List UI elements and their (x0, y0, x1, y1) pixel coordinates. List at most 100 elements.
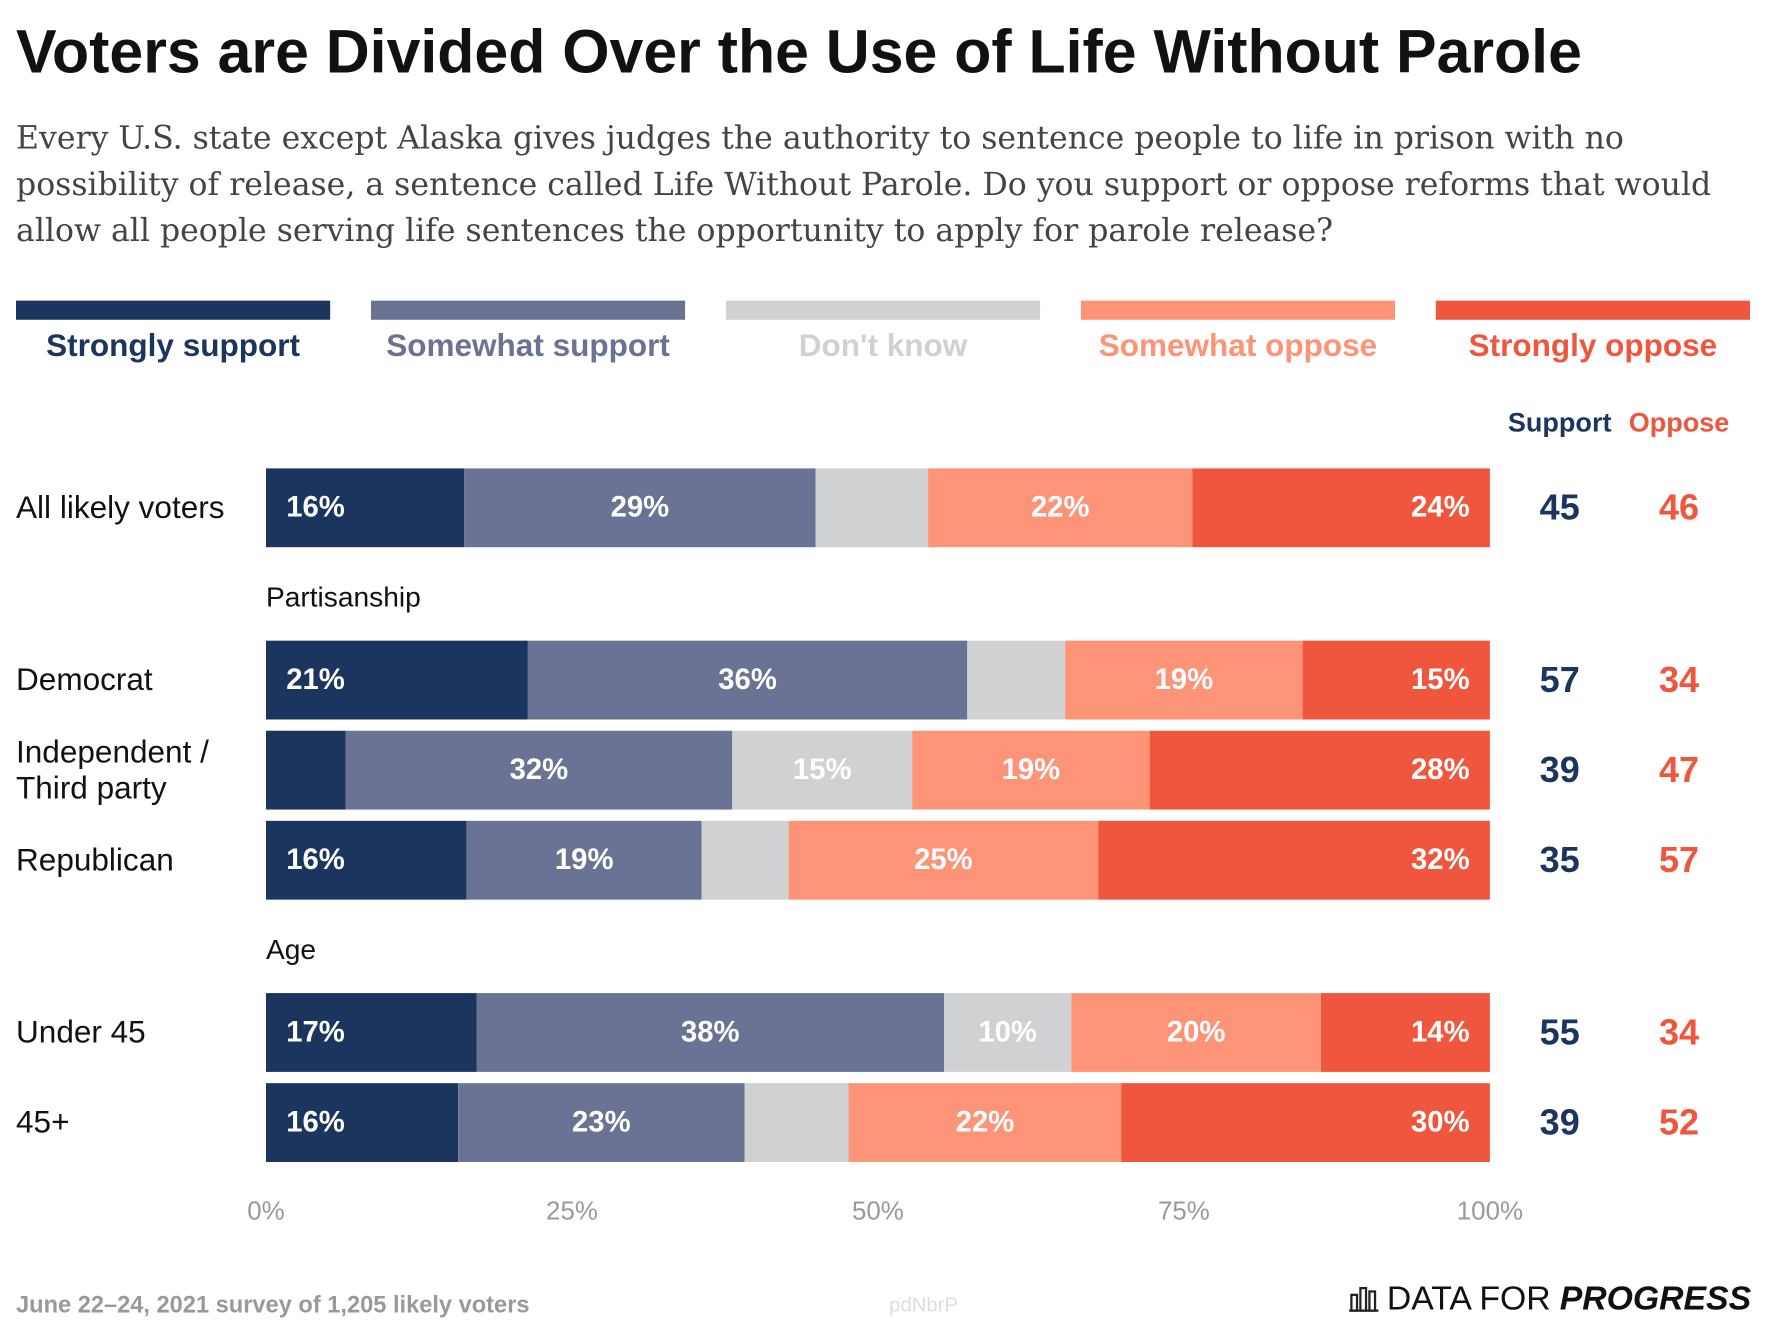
bar-segment (1320, 993, 1490, 1072)
x-tick-label: 50% (852, 1197, 904, 1225)
bar-segment (701, 820, 789, 900)
total-value: 45 (1540, 487, 1580, 528)
value-label: 17% (286, 1016, 345, 1048)
subtitle-box: Every U.S. state except Alaska gives jud… (16, 119, 1712, 249)
value-label: 16% (286, 844, 345, 876)
value-label: 30% (1411, 1106, 1470, 1138)
x-tick-label: 100% (1457, 1197, 1523, 1225)
value-label: 22% (1031, 492, 1090, 524)
category-box: Republican (16, 842, 174, 878)
bar-segment (788, 820, 1099, 900)
value-label: 36% (718, 664, 777, 696)
total-value: 57 (1540, 659, 1580, 700)
category-box: Under 45 (16, 1014, 146, 1050)
chart-title: Voters are Divided Over the Use of Life … (16, 17, 1582, 85)
value-label: 23% (572, 1106, 631, 1138)
bar-segment (1098, 820, 1490, 900)
total-value: 39 (1540, 749, 1580, 790)
value-label: 16% (286, 492, 345, 524)
total-value: 35 (1540, 839, 1580, 880)
total-value: 52 (1659, 1101, 1699, 1142)
value-label: 29% (611, 492, 670, 524)
category-label: All likely voters (16, 489, 225, 525)
logo-icon (1349, 1286, 1379, 1312)
value-label: 14% (1411, 1016, 1470, 1048)
legend-swatch (1435, 300, 1750, 320)
bar-segment (1302, 640, 1490, 720)
bar-segment (744, 1083, 849, 1162)
value-label: 38% (681, 1016, 740, 1048)
category-label: Democrat (16, 662, 153, 697)
x-tick: 25% (546, 1197, 598, 1225)
x-tick: 50% (852, 1197, 904, 1225)
legend-label: Strongly oppose (1469, 327, 1718, 363)
legend-label: Somewhat support (386, 327, 670, 363)
bar-segment (265, 730, 346, 810)
logo-part: DATA FOR (1387, 1279, 1551, 1317)
bar-segment (265, 468, 465, 548)
bar-segment (265, 820, 467, 900)
watermark: pdNbrP (889, 1294, 958, 1316)
category-label: Republican (16, 842, 174, 878)
bar-segment (265, 993, 477, 1072)
value-label: 28% (1411, 754, 1470, 786)
total-value: 34 (1659, 1011, 1699, 1052)
bar-segment (265, 1083, 459, 1162)
bar-segment (527, 640, 968, 720)
section-label: Age (266, 934, 316, 965)
x-tick: 75% (1158, 1197, 1210, 1225)
value-label: 24% (1411, 492, 1470, 524)
legend-swatch (370, 300, 686, 320)
value-label: 32% (1411, 844, 1470, 876)
category-label: Under 45 (16, 1014, 146, 1050)
chart-subtitle: Every U.S. state except Alaska gives jud… (16, 119, 1712, 249)
x-tick-label: 75% (1158, 1197, 1210, 1225)
bar-segment (265, 640, 528, 720)
bar-segment (1071, 993, 1321, 1072)
value-label: 10% (978, 1016, 1037, 1048)
category-box: Independent / Third party (16, 734, 209, 806)
category-box: All likely voters (16, 489, 225, 525)
bar-segment (912, 730, 1150, 810)
bar-segment (1149, 730, 1490, 810)
value-label: 16% (286, 1106, 345, 1138)
total-value: 46 (1659, 487, 1699, 528)
value-label: 15% (793, 754, 852, 786)
total-value: 57 (1659, 839, 1699, 880)
bar-segment (967, 640, 1066, 720)
logo-part: PROGRESS (1560, 1279, 1752, 1317)
section-label: Partisanship (266, 581, 421, 612)
total-header: Oppose (1629, 408, 1730, 438)
bar-segment (476, 993, 945, 1072)
value-label: 20% (1167, 1016, 1226, 1048)
value-label: 22% (956, 1106, 1015, 1138)
total-header: Support (1508, 408, 1612, 438)
bar-segment (464, 468, 816, 548)
value-label: 21% (286, 664, 345, 696)
x-tick: 0% (247, 1197, 284, 1225)
value-label: 25% (914, 844, 973, 876)
category-box: 45+ (16, 1104, 70, 1140)
bar-segment (848, 1083, 1122, 1162)
category-box: Democrat (16, 662, 153, 697)
legend-label: Strongly support (46, 327, 300, 363)
bar-segment (815, 468, 929, 548)
bar-segment (928, 468, 1193, 548)
x-tick: 100% (1457, 1197, 1523, 1225)
total-value: 47 (1659, 749, 1699, 790)
legend-swatch (725, 300, 1041, 320)
source-note: June 22–24, 2021 survey of 1,205 likely … (16, 1292, 530, 1318)
bar-segment (1121, 1083, 1490, 1162)
x-tick-label: 25% (546, 1197, 598, 1225)
value-label: 19% (1002, 754, 1061, 786)
category-label: 45+ (16, 1104, 70, 1140)
bar-segment (1192, 468, 1490, 548)
value-label: 32% (510, 754, 569, 786)
bar-segment (944, 993, 1072, 1072)
bar-segment (458, 1083, 745, 1162)
bar-segment (1065, 640, 1303, 720)
value-label: 19% (555, 844, 614, 876)
value-label: 15% (1411, 664, 1470, 696)
category-label: Independent / Third party (16, 734, 209, 806)
